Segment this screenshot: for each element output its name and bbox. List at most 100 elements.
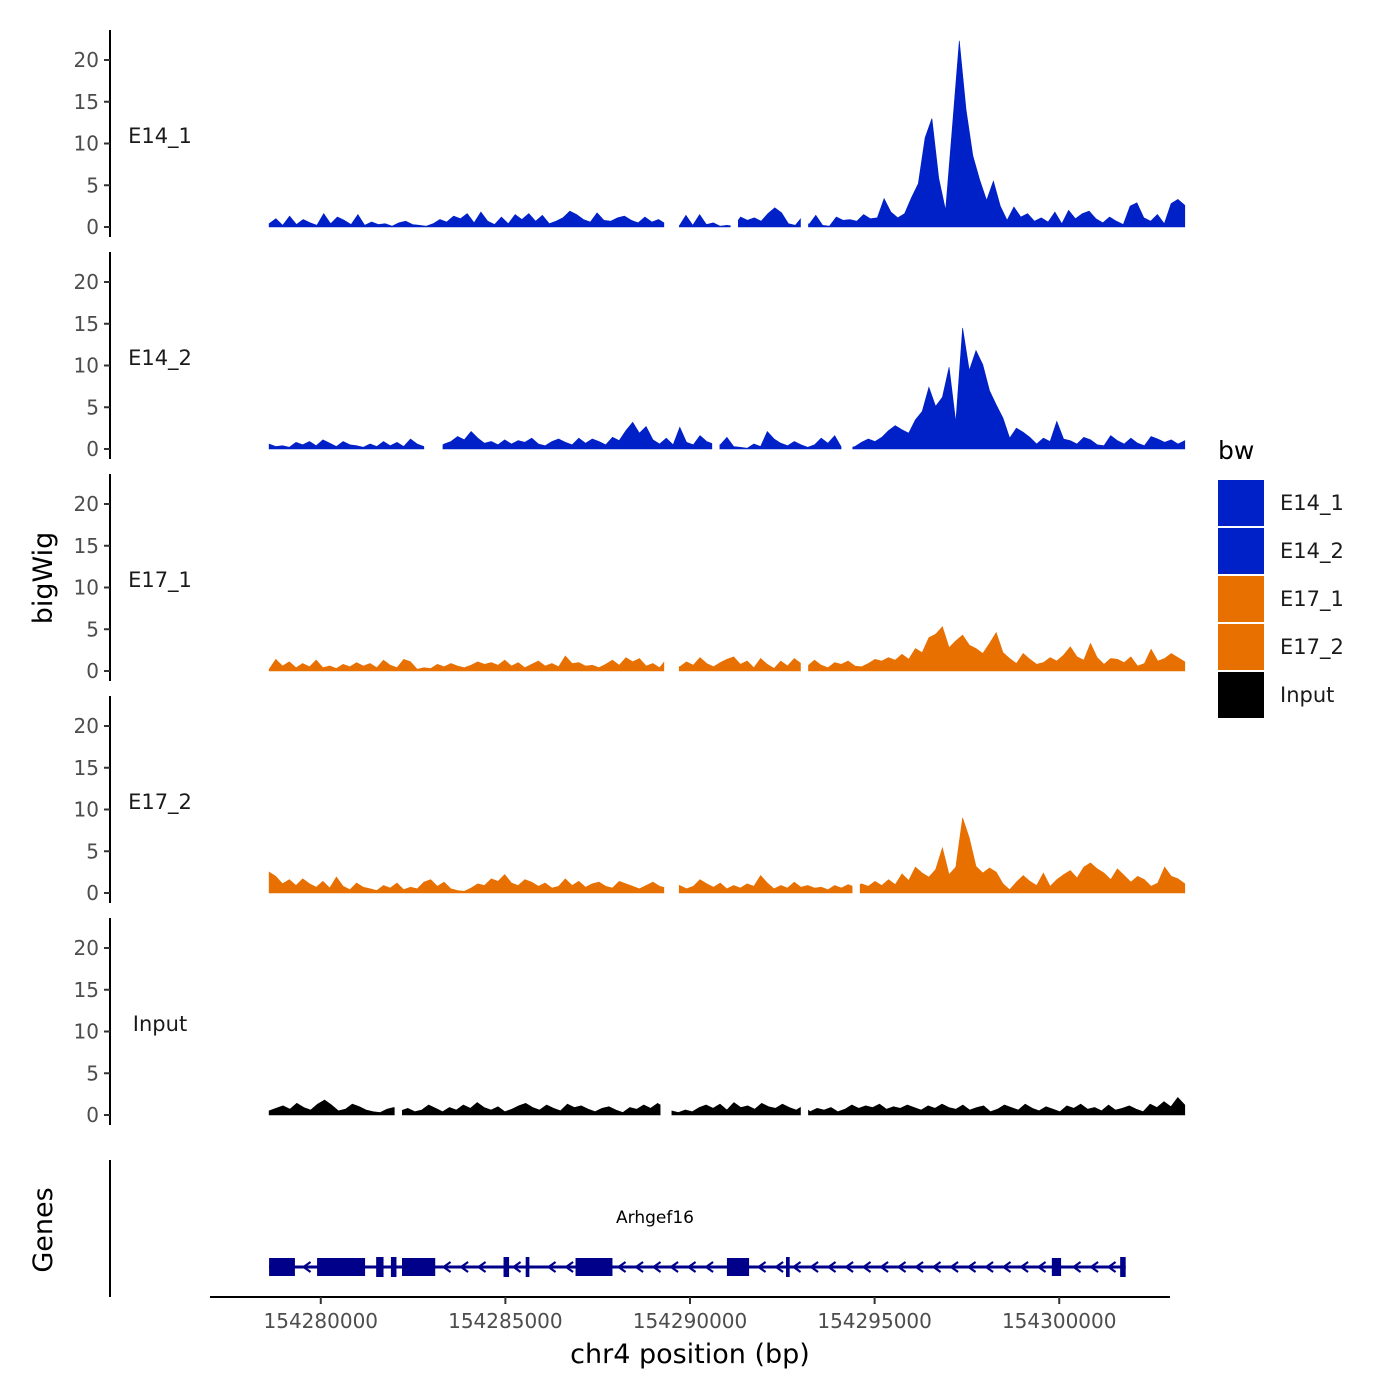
y-axis-title: bigWig — [28, 532, 59, 625]
coverage-area-input — [268, 1097, 1186, 1116]
strand-arrow — [476, 1261, 487, 1273]
legend-swatch-e14_2 — [1218, 528, 1264, 574]
strand-arrow — [809, 1261, 819, 1273]
y-tick-label: 20 — [74, 48, 99, 72]
legend-label-e17_2: E17_2 — [1280, 635, 1344, 660]
strand-arrow — [826, 1261, 837, 1273]
strand-arrow — [914, 1261, 924, 1273]
track-panel-e17_1: 0 5 10 15 20 E17_1 — [74, 468, 1186, 683]
y-tick-label: 5 — [86, 173, 99, 197]
y-tick-label: 20 — [74, 936, 99, 960]
legend-swatch-e17_1 — [1218, 576, 1264, 622]
gene-exon — [786, 1257, 790, 1277]
strand-arrow — [861, 1261, 872, 1273]
strand-arrow — [844, 1261, 854, 1273]
strand-arrow — [756, 1261, 767, 1273]
genes-panel: Genes Arhgef16 — [28, 1160, 1126, 1297]
track-panel-e17_2: 0 5 10 15 20 E17_2 — [74, 690, 1186, 905]
x-axis-ticks: 154280000 154285000 154290000 154295000 1543… — [264, 1297, 1117, 1333]
strand-arrow — [949, 1261, 959, 1273]
track-label: Input — [133, 1012, 187, 1036]
gene-exon — [376, 1257, 384, 1277]
y-tick-label: 10 — [74, 798, 99, 822]
y-tick-label: 10 — [74, 354, 99, 378]
strand-arrow — [511, 1261, 522, 1273]
legend-title: bw — [1218, 436, 1254, 465]
gene-exon — [575, 1258, 613, 1276]
strand-arrow — [616, 1261, 627, 1273]
y-tick-label: 20 — [74, 492, 99, 516]
x-tick-label: 154280000 — [264, 1309, 379, 1333]
strand-arrow — [1089, 1261, 1099, 1273]
y-tick-label: 15 — [74, 90, 99, 114]
strand-arrow — [879, 1261, 889, 1273]
strand-arrow — [931, 1261, 942, 1273]
gene-name-label: Arhgef16 — [616, 1208, 694, 1228]
gene-exon — [402, 1258, 436, 1276]
y-tick-label: 15 — [74, 312, 99, 336]
coverage-gap — [394, 912, 402, 1117]
x-tick-label: 154290000 — [633, 1309, 748, 1333]
coverage-gap — [730, 24, 738, 229]
strand-arrow — [669, 1261, 679, 1273]
coverage-gap — [664, 690, 679, 895]
gene-model — [269, 1257, 1126, 1277]
coverage-gap — [712, 246, 720, 451]
gene-exon — [503, 1257, 510, 1277]
y-tick-label: 10 — [74, 1020, 99, 1044]
strand-arrow — [774, 1261, 784, 1273]
gene-exon — [317, 1258, 366, 1276]
genes-panel-title: Genes — [28, 1187, 59, 1272]
y-tick-label: 5 — [86, 839, 99, 863]
strand-arrow — [791, 1261, 802, 1273]
coverage-gap — [800, 24, 809, 229]
coverage-gap — [424, 246, 443, 451]
strand-arrow — [564, 1261, 574, 1273]
coverage-gap — [664, 24, 679, 229]
gene-exon — [390, 1257, 397, 1277]
legend: bw E14_1 E14_2 E17_1 E17_2 Input — [1218, 436, 1344, 718]
legend-label-input: Input — [1280, 683, 1334, 707]
strand-arrow — [634, 1261, 644, 1273]
strand-arrow — [301, 1261, 312, 1273]
y-tick-label: 0 — [86, 659, 99, 683]
strand-arrow — [966, 1261, 977, 1273]
y-tick-label: 0 — [86, 881, 99, 905]
strand-arrow — [1036, 1261, 1047, 1273]
bigwig-tracks: 05101520E14_105101520E14_205101520E17_10… — [74, 24, 1186, 1127]
y-tick-label: 20 — [74, 270, 99, 294]
gene-exon — [1051, 1258, 1062, 1276]
strand-arrow — [686, 1261, 697, 1273]
track-panel-e14_1: 0 5 10 15 20 E14_1 — [74, 24, 1186, 239]
y-tick-label: 5 — [86, 617, 99, 641]
coverage-gap — [852, 690, 860, 895]
y-tick-label: 0 — [86, 215, 99, 239]
strand-arrow — [1106, 1261, 1117, 1273]
coverage-gap — [660, 912, 672, 1117]
coverage-gap — [800, 912, 809, 1117]
strand-arrow — [1001, 1261, 1012, 1273]
strand-arrow — [546, 1261, 557, 1273]
y-tick-label: 5 — [86, 395, 99, 419]
y-tick-label: 10 — [74, 132, 99, 156]
x-tick-label: 154285000 — [448, 1309, 563, 1333]
strand-arrow — [441, 1261, 452, 1273]
legend-label-e14_2: E14_2 — [1280, 539, 1344, 564]
y-tick-label: 20 — [74, 714, 99, 738]
track-label: E17_2 — [128, 790, 192, 815]
coverage-area-e14_2 — [268, 327, 1186, 450]
strand-arrow — [704, 1261, 714, 1273]
y-tick-label: 0 — [86, 1103, 99, 1127]
legend-swatch-e17_2 — [1218, 624, 1264, 670]
coverage-area-e17_2 — [268, 817, 1186, 894]
x-tick-label: 154300000 — [1002, 1309, 1117, 1333]
track-label: E14_2 — [128, 346, 192, 371]
x-axis-title: chr4 position (bp) — [570, 1339, 810, 1370]
legend-label-e14_1: E14_1 — [1280, 491, 1344, 516]
coverage-gap — [800, 468, 809, 673]
legend-label-e17_1: E17_1 — [1280, 587, 1344, 612]
strand-arrow — [1019, 1261, 1029, 1273]
strand-arrow — [896, 1261, 907, 1273]
y-tick-label: 15 — [74, 534, 99, 558]
